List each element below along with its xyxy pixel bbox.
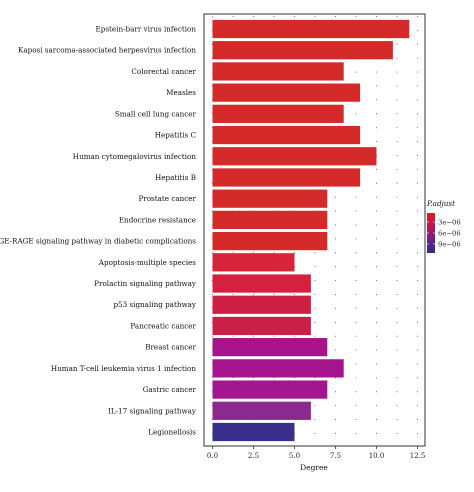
category-label: Legionellosis (148, 428, 196, 437)
bar (212, 19, 410, 39)
legend-tick-label: 9e−06 (438, 240, 461, 248)
category-label: Apoptosis-multiple species (98, 258, 197, 267)
bar (212, 274, 311, 293)
bar (212, 338, 328, 357)
bar (212, 359, 344, 378)
bar (212, 422, 295, 442)
bar (212, 231, 328, 251)
x-tick-label: 2.5 (248, 452, 259, 460)
bar (212, 125, 361, 145)
bar (212, 168, 361, 187)
category-label: Colorectal cancer (131, 67, 196, 76)
legend-tick-label: 6e−06 (438, 229, 461, 237)
legend-tick-label: 3e−06 (438, 218, 461, 226)
legend-ticks: 3e−06 6e−06 9e−06 (427, 218, 461, 248)
x-tick-label: 12.5 (410, 452, 426, 460)
bar (212, 41, 393, 60)
bar (212, 83, 361, 102)
legend-color-bar (427, 213, 435, 253)
bar (212, 104, 344, 123)
category-label: Gastric cancer (143, 385, 197, 394)
category-label: Breast cancer (145, 343, 196, 352)
color-legend: P.adjust 3e−06 6e−06 9e−06 (426, 199, 461, 253)
bar (212, 62, 344, 81)
category-label: IL-17 signaling pathway (108, 406, 197, 415)
bar (212, 380, 328, 399)
legend-title: P.adjust (426, 199, 455, 208)
bars-group (212, 19, 410, 442)
x-tick-label: 7.5 (330, 452, 341, 460)
category-labels: Epstein-barr virus infection Kaposi sarco… (0, 25, 197, 437)
category-label: Hepatitis B (155, 173, 196, 182)
legend-gradient (427, 213, 435, 253)
category-label: Prostate cancer (138, 194, 196, 203)
bar (212, 295, 311, 314)
category-label: Small cell lung cancer (115, 109, 197, 118)
x-tick-label: 0.0 (207, 452, 218, 460)
bar (212, 189, 328, 208)
bar (212, 401, 311, 420)
category-label: AGE-RAGE signaling pathway in diabetic c… (0, 237, 196, 246)
category-label: Hepatitis C (155, 131, 197, 140)
category-label: Measles (166, 88, 196, 97)
category-label: Prolactin signaling pathway (94, 279, 197, 288)
bar (212, 316, 311, 336)
category-label: Endocrine resistance (119, 215, 196, 224)
x-axis-title: Degree (300, 463, 328, 472)
category-label: p53 signaling pathway (113, 300, 196, 309)
x-tick-label: 10.0 (369, 452, 385, 460)
bar (212, 147, 377, 166)
category-label: Epstein-barr virus infection (96, 25, 197, 34)
category-label: Kaposi sarcoma-associated herpesvirus in… (18, 46, 196, 55)
bar (212, 253, 295, 272)
category-label: Human cytomegalovirus infection (73, 152, 197, 161)
category-label: Human T-cell leukemia virus 1 infection (51, 364, 196, 373)
x-tick-label: 5.0 (289, 452, 300, 460)
x-axis: 0.0 2.5 5.0 7.5 10.0 12.5 (207, 446, 425, 460)
category-label: Pancreatic cancer (130, 321, 196, 330)
bar (212, 210, 328, 230)
